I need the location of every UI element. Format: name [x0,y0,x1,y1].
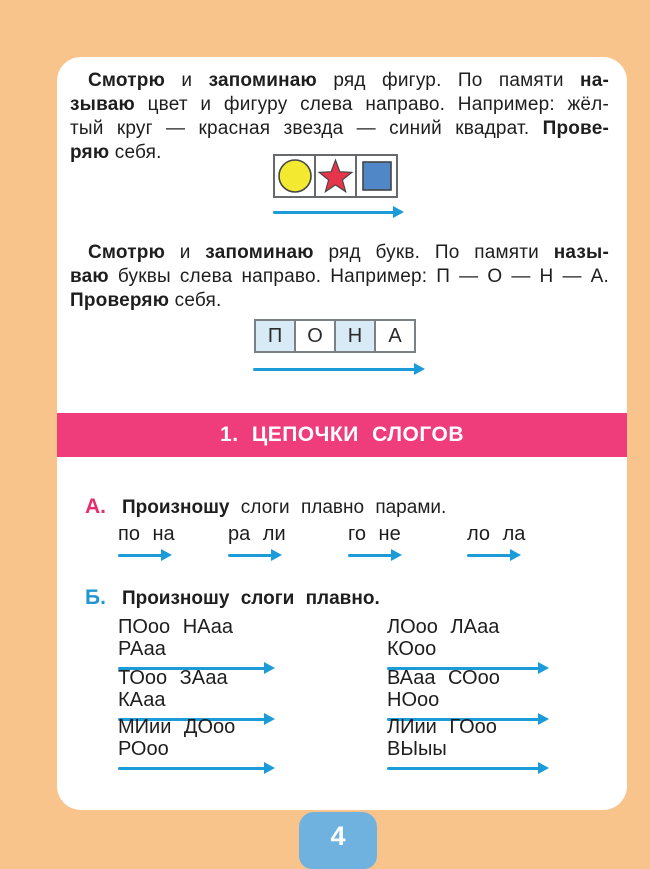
syllable-pair-text: ра ли [228,523,286,545]
section-a-instruction: Произношу слоги плавно парами. [122,497,447,518]
direction-arrow-icon [228,549,282,562]
syllable-pair: го не [348,523,402,562]
section-banner-title: 1. ЦЕПОЧКИ СЛОГОВ [220,423,464,446]
section-a-label: А. [85,495,106,518]
figures-exercise-paragraph: Смотрю и запоминаю ряд фигур. По памяти … [70,69,609,165]
syllable-group-text: МИии ДОоо РОоо [118,716,236,760]
syllable-group: МИии ДОоо РОоо [118,716,275,775]
letter-cell: П [254,319,296,353]
paragraph-line: ваю буквы слева направо. Например: П — О… [70,266,609,287]
letter-cell: Н [334,319,376,353]
letters-exercise-paragraph: Смотрю и запоминаю ряд букв. По памяти н… [70,241,609,313]
paragraph-line: ряю себя. [70,142,162,163]
direction-arrow-icon [387,713,549,726]
syllable-group: ЛОоо ЛАаа КОоо [387,616,549,675]
letter-cell: О [294,319,336,353]
letter-cell: А [374,319,416,353]
syllable-group: ВАаа СОоо НОоо [387,667,549,726]
paragraph-line: Смотрю и запоминаю ряд фигур. По памяти … [88,70,609,91]
paragraph-line: тый круг — красная звезда — синий квадра… [70,118,609,139]
syllable-pair-text: по на [118,523,175,545]
paragraph-line: Смотрю и запоминаю ряд букв. По памяти н… [88,242,609,263]
yellow-circle-icon [277,159,312,193]
syllable-pair-text: го не [348,523,401,545]
syllable-pair: ра ли [228,523,286,562]
direction-arrow-icon [118,549,172,562]
direction-arrow-icon [348,549,402,562]
blue-square-icon [361,161,392,191]
figure-cell-star [314,154,357,198]
syllable-group-text: ТОоо ЗАаа КАаа [118,667,228,711]
red-star-icon [317,158,354,194]
syllable-group-text: ЛОоо ЛАаа КОоо [387,616,500,660]
section-b-label: Б. [85,586,106,609]
syllable-group-text: ПОоо НАаа РАаа [118,616,233,660]
syllable-group: ТОоо ЗАаа КАаа [118,667,275,726]
direction-arrow-icon [387,762,549,775]
direction-arrow-icon [118,713,275,726]
page-number-badge: 4 [299,812,377,869]
syllable-group: ПОоо НАаа РАаа [118,616,275,675]
page-sheet: Смотрю и запоминаю ряд фигур. По памяти … [57,57,627,810]
direction-arrow-icon [118,662,275,675]
syllable-pair: по на [118,523,175,562]
direction-arrow-icon [387,662,549,675]
figure-cell-circle [273,154,316,198]
paragraph-line: Проверяю себя. [70,290,222,311]
section-b-heading: Б. Произношу слоги плавно. [85,586,380,610]
paragraph-line: зываю цвет и фигуру слева направо. Напри… [70,94,609,115]
figure-sequence-row [273,154,398,198]
syllable-pair-text: ло ла [467,523,526,545]
syllable-pair: ло ла [467,523,525,562]
direction-arrow-icon [273,206,404,219]
syllable-group-text: ВАаа СОоо НОоо [387,667,500,711]
page-number: 4 [330,821,346,851]
syllable-group: ЛИии ГОоо ВЫыы [387,716,549,775]
section-b-instruction: Произношу слоги плавно. [121,588,380,609]
letter-sequence-row: П О Н А [254,319,416,353]
syllable-group-text: ЛИии ГОоо ВЫыы [387,716,497,760]
figure-cell-square [355,154,398,198]
direction-arrow-icon [118,762,275,775]
direction-arrow-icon [467,549,521,562]
direction-arrow-icon [253,363,425,376]
section-a-heading: А. Произношу слоги плавно парами. [85,495,446,519]
section-banner: 1. ЦЕПОЧКИ СЛОГОВ [57,413,627,457]
